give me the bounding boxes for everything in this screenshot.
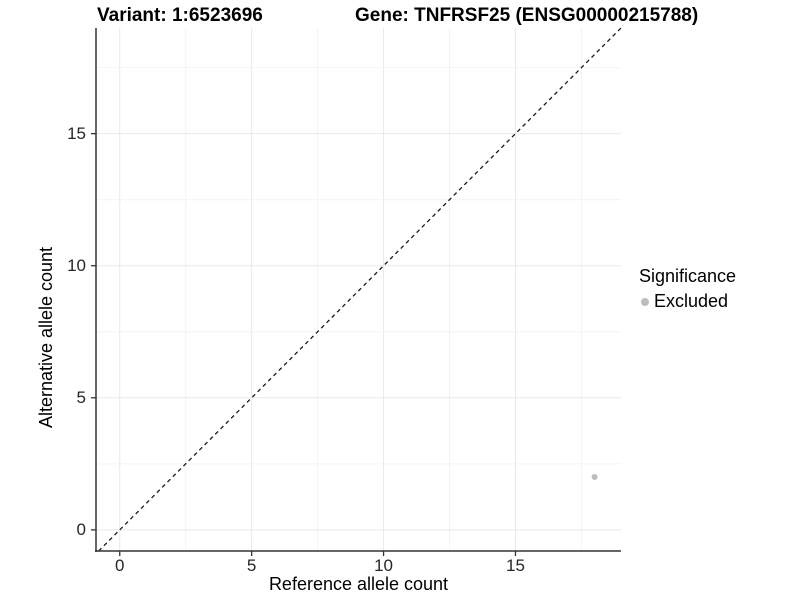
data-point [591,474,598,481]
y-tick-label: 5 [76,387,86,407]
identity-dashed-line [98,27,622,552]
y-tick-label: 0 [76,519,86,539]
x-tick-label: 10 [374,556,394,575]
y-tick-label: 15 [67,123,86,143]
gene-title: Gene: TNFRSF25 (ENSG00000215788) [355,5,699,26]
legend-title: Significance [639,266,737,286]
variant-title: Variant: 1:6523696 [97,5,263,26]
x-tick-label: 5 [246,556,257,575]
x-tick-label: 15 [506,556,525,575]
y-tick-label: 10 [67,255,86,275]
legend-entries: Excluded [639,291,736,312]
legend-entry: Excluded [639,291,736,312]
legend-entry-label: Excluded [654,291,729,311]
legend: Significance Excluded [639,266,736,312]
x-tick-label: 0 [115,556,125,575]
legend-point-icon [641,297,649,306]
x-axis-title: Reference allele count [268,574,449,594]
